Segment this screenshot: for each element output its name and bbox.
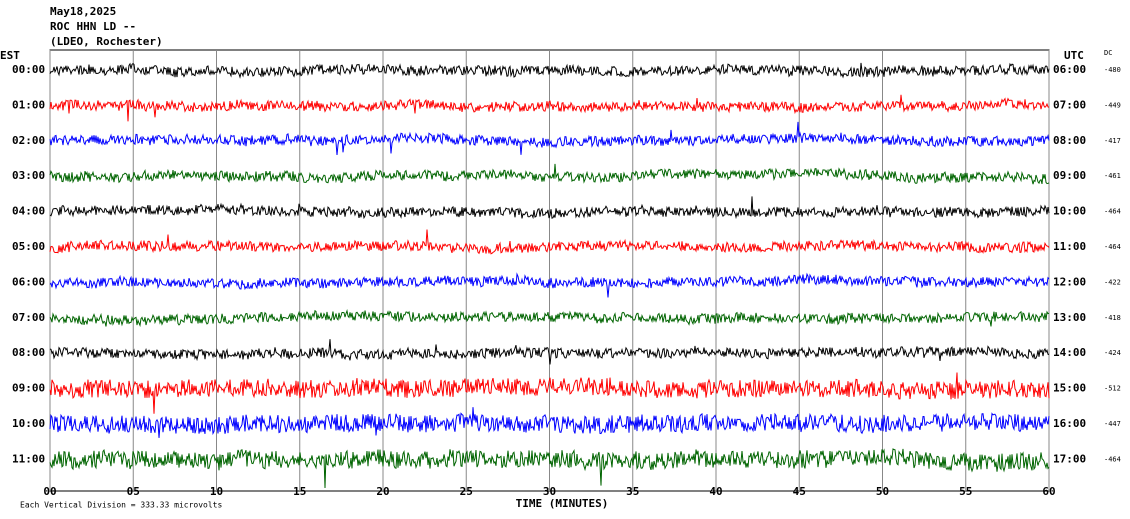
dc-label: -464 (1104, 208, 1121, 216)
est-label: 09:00 (12, 382, 45, 395)
utc-label: 15:00 (1053, 382, 1086, 395)
utc-label: 13:00 (1053, 311, 1086, 324)
dc-title: DC (1104, 49, 1112, 57)
x-tick-label: 00 (43, 485, 56, 498)
trace (49, 229, 1050, 255)
x-label: TIME (MINUTES) (516, 497, 609, 510)
dc-label: -422 (1104, 278, 1121, 286)
x-tick-label: 10 (210, 485, 223, 498)
x-tick-label: 35 (626, 485, 639, 498)
footer: Each Vertical Division = 333.33 microvol… (20, 501, 222, 510)
network: (LDEO, Rochester) (50, 35, 163, 48)
utc-label: 08:00 (1053, 134, 1086, 147)
trace (49, 372, 1050, 414)
utc-label: 07:00 (1053, 98, 1086, 111)
dc-label: -418 (1104, 314, 1121, 322)
est-title: EST (0, 49, 20, 62)
trace (49, 407, 1050, 438)
trace (49, 62, 1050, 79)
trace (49, 121, 1050, 155)
x-tick-label: 50 (876, 485, 889, 498)
trace (49, 309, 1050, 328)
dc-label: -449 (1104, 101, 1121, 109)
x-tick-label: 60 (1042, 485, 1055, 498)
utc-label: 09:00 (1053, 169, 1086, 182)
trace (49, 94, 1050, 122)
utc-label: 17:00 (1053, 452, 1086, 465)
est-label: 00:00 (12, 63, 45, 76)
trace (49, 448, 1050, 489)
dc-label: -424 (1104, 349, 1121, 357)
est-label: 11:00 (12, 452, 45, 465)
dc-label: -464 (1104, 243, 1121, 251)
dc-label: -461 (1104, 172, 1121, 180)
x-tick-label: 20 (376, 485, 389, 498)
utc-label: 06:00 (1053, 63, 1086, 76)
x-tick-label: 45 (793, 485, 806, 498)
dc-label: -464 (1104, 455, 1121, 463)
date: May18,2025 (50, 5, 116, 18)
est-label: 03:00 (12, 169, 45, 182)
trace (49, 339, 1050, 365)
est-label: 06:00 (12, 275, 45, 288)
est-label: 02:00 (12, 134, 45, 147)
est-label: 05:00 (12, 240, 45, 253)
x-tick-label: 30 (543, 485, 556, 498)
dc-label: -447 (1104, 420, 1121, 428)
x-tick-label: 55 (959, 485, 972, 498)
dc-label: -512 (1104, 385, 1121, 393)
utc-label: 11:00 (1053, 240, 1086, 253)
dc-label: -480 (1104, 66, 1121, 74)
station: ROC HHN LD -- (50, 20, 136, 33)
trace (49, 163, 1050, 185)
utc-title: UTC (1064, 49, 1084, 62)
utc-label: 10:00 (1053, 205, 1086, 218)
trace (49, 272, 1050, 298)
utc-label: 14:00 (1053, 346, 1086, 359)
utc-label: 12:00 (1053, 275, 1086, 288)
x-tick-label: 15 (293, 485, 306, 498)
dc-label: -417 (1104, 137, 1121, 145)
x-tick-label: 40 (709, 485, 722, 498)
trace (49, 196, 1050, 220)
est-label: 01:00 (12, 98, 45, 111)
utc-label: 16:00 (1053, 417, 1086, 430)
est-label: 04:00 (12, 205, 45, 218)
est-label: 07:00 (12, 311, 45, 324)
est-label: 08:00 (12, 346, 45, 359)
x-tick-label: 25 (460, 485, 473, 498)
est-label: 10:00 (12, 417, 45, 430)
x-tick-label: 05 (127, 485, 140, 498)
